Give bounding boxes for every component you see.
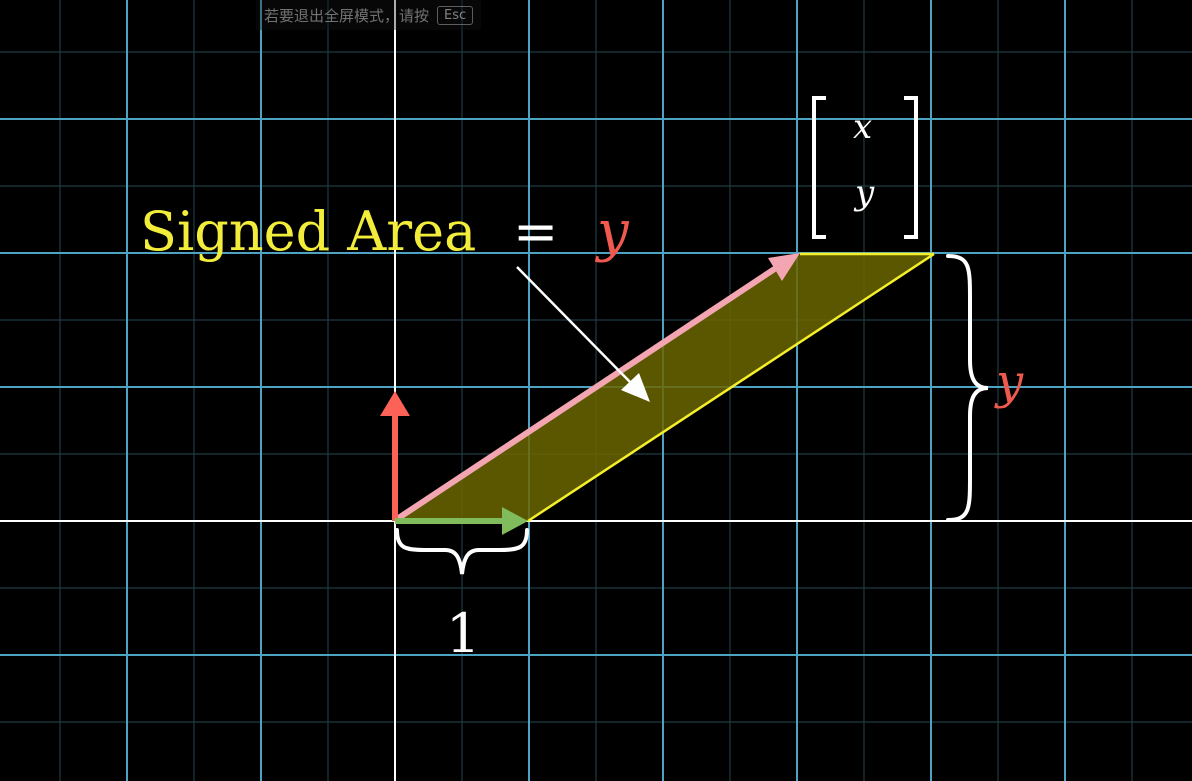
title-signed-area: Signed Area xyxy=(140,200,476,263)
vector-j-hat xyxy=(380,391,410,521)
curly-brace-right-icon xyxy=(946,254,989,522)
title-equals-sign: = xyxy=(513,200,558,263)
curly-brace-bottom-icon xyxy=(395,528,529,575)
fullscreen-hint-text: 若要退出全屏模式，请按 xyxy=(264,6,430,25)
base-label-one: 1 xyxy=(446,602,480,665)
vector-i-hat xyxy=(395,507,528,535)
fullscreen-exit-hint: 若要退出全屏模式，请按 Esc xyxy=(256,0,482,30)
vector-xy xyxy=(395,253,800,522)
parallelogram-edge-right xyxy=(527,252,935,523)
matrix-brackets xyxy=(812,96,918,239)
title-value-y: y xyxy=(594,199,630,264)
matrix-entry-y: y xyxy=(853,173,875,213)
esc-key-icon[interactable]: Esc xyxy=(437,5,474,25)
signed-area-parallelogram xyxy=(395,254,934,521)
pointer-arrow-icon xyxy=(516,266,650,402)
matrix-entry-x: x xyxy=(853,107,872,147)
height-label-y: y xyxy=(994,354,1024,410)
